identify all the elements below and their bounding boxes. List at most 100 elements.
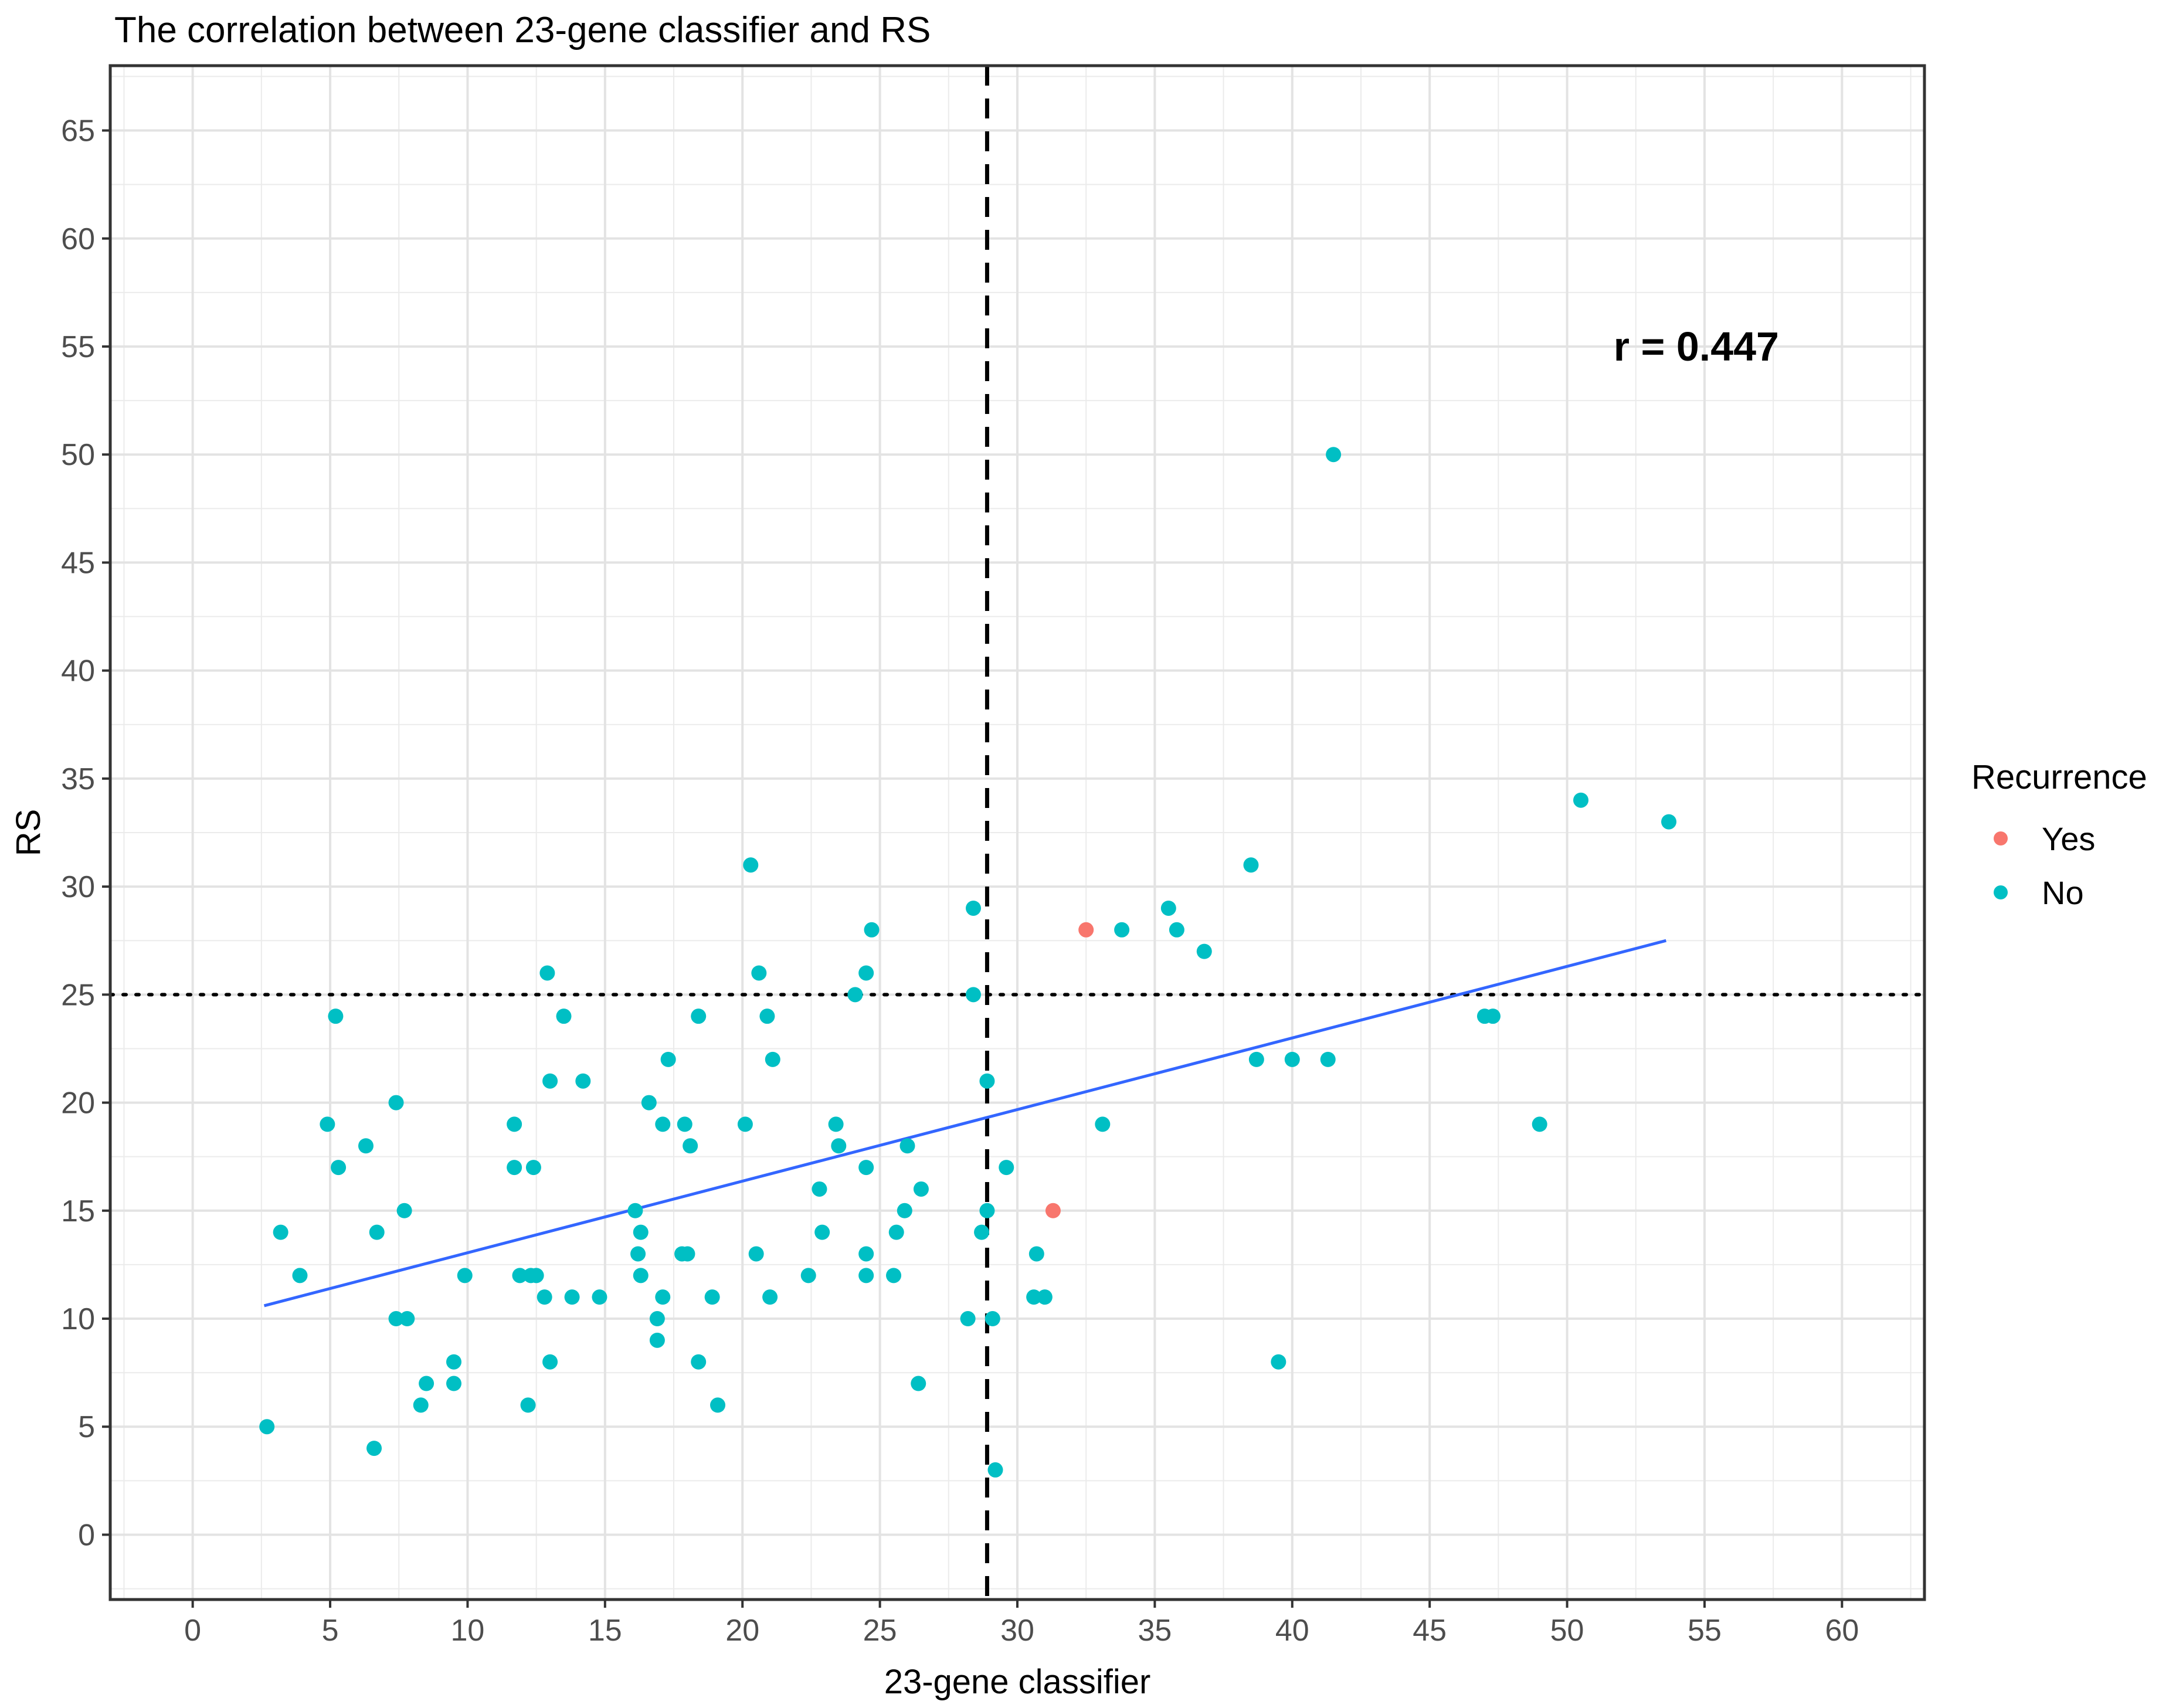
data-point-no bbox=[537, 1289, 552, 1305]
y-tick-label: 60 bbox=[61, 222, 95, 256]
data-point-no bbox=[737, 1116, 753, 1132]
data-point-yes bbox=[1045, 1203, 1061, 1218]
data-point-no bbox=[542, 1354, 558, 1370]
data-point-no bbox=[507, 1160, 522, 1176]
data-point-no bbox=[633, 1268, 649, 1283]
data-point-no bbox=[539, 965, 555, 981]
y-tick-label: 0 bbox=[78, 1518, 95, 1552]
data-point-no bbox=[1661, 814, 1677, 830]
data-point-no bbox=[1196, 943, 1212, 959]
data-point-no bbox=[864, 922, 880, 938]
data-point-no bbox=[1037, 1289, 1053, 1305]
data-point-no bbox=[897, 1203, 912, 1218]
y-tick-label: 65 bbox=[61, 114, 95, 148]
data-point-no bbox=[660, 1051, 676, 1067]
chart-title: The correlation between 23-gene classifi… bbox=[114, 10, 931, 50]
data-point-no bbox=[413, 1397, 429, 1413]
data-point-no bbox=[592, 1289, 607, 1305]
data-point-no bbox=[419, 1376, 434, 1391]
data-point-no bbox=[858, 1160, 874, 1176]
data-point-no bbox=[704, 1289, 720, 1305]
y-tick-label: 20 bbox=[61, 1086, 95, 1120]
x-tick-label: 40 bbox=[1275, 1614, 1309, 1648]
grid bbox=[110, 66, 1924, 1600]
y-axis-title: RS bbox=[9, 809, 47, 857]
data-point-no bbox=[965, 900, 981, 916]
data-point-no bbox=[1028, 1246, 1044, 1262]
data-point-no bbox=[899, 1138, 915, 1154]
data-point-no bbox=[641, 1095, 657, 1111]
data-point-no bbox=[1320, 1051, 1336, 1067]
data-point-no bbox=[649, 1332, 665, 1348]
data-point-no bbox=[812, 1181, 827, 1197]
data-point-no bbox=[564, 1289, 580, 1305]
data-point-no bbox=[1248, 1051, 1264, 1067]
data-point-no bbox=[369, 1224, 385, 1240]
data-point-no bbox=[446, 1376, 461, 1391]
fit-line-group bbox=[263, 939, 1666, 1308]
data-point-no bbox=[999, 1160, 1014, 1176]
data-point-no bbox=[743, 857, 759, 873]
x-tick-label: 45 bbox=[1413, 1614, 1447, 1648]
data-point-no bbox=[987, 1462, 1003, 1478]
tick-labels: 0 5 10 15 20 25 30 35 40 45 50 55 60 0 5 10 15 20 25 30 35 40… bbox=[61, 114, 1859, 1648]
data-point-no bbox=[520, 1397, 536, 1413]
data-point-no bbox=[691, 1354, 707, 1370]
y-tick-label: 10 bbox=[61, 1302, 95, 1336]
data-point-no bbox=[328, 1008, 344, 1024]
data-point-no bbox=[528, 1268, 544, 1283]
data-point-no bbox=[446, 1354, 461, 1370]
data-point-no bbox=[556, 1008, 572, 1024]
x-tick-label: 20 bbox=[725, 1614, 759, 1648]
data-point-no bbox=[655, 1116, 671, 1132]
data-point-no bbox=[858, 1246, 874, 1262]
data-point-no bbox=[1284, 1051, 1300, 1067]
data-point-no bbox=[1485, 1008, 1501, 1024]
data-point-no bbox=[512, 1268, 528, 1283]
data-point-no bbox=[886, 1268, 902, 1283]
y-tick-label: 5 bbox=[78, 1410, 95, 1444]
x-tick-label: 15 bbox=[588, 1614, 622, 1648]
data-point-no bbox=[507, 1116, 522, 1132]
data-point-no bbox=[911, 1376, 926, 1391]
data-point-no bbox=[888, 1224, 904, 1240]
data-point-no bbox=[858, 1268, 874, 1283]
data-point-no bbox=[655, 1289, 671, 1305]
data-point-no bbox=[630, 1246, 646, 1262]
data-point-no bbox=[765, 1051, 780, 1067]
x-tick-label: 60 bbox=[1825, 1614, 1859, 1648]
reference-lines bbox=[108, 66, 1926, 1600]
x-tick-label: 30 bbox=[1000, 1614, 1034, 1648]
data-point-no bbox=[858, 965, 874, 981]
data-point-no bbox=[388, 1311, 404, 1327]
data-point-no bbox=[979, 1073, 995, 1089]
data-point-no bbox=[680, 1246, 695, 1262]
data-point-no bbox=[691, 1008, 707, 1024]
data-point-no bbox=[828, 1116, 844, 1132]
data-point-no bbox=[388, 1095, 404, 1111]
x-tick-label: 35 bbox=[1138, 1614, 1172, 1648]
data-point-no bbox=[575, 1073, 591, 1089]
data-point-no bbox=[525, 1160, 541, 1176]
data-point-no bbox=[627, 1203, 643, 1218]
data-point-no bbox=[748, 1246, 764, 1262]
data-point-no bbox=[710, 1397, 726, 1413]
data-point-no bbox=[847, 987, 863, 1003]
data-point-no bbox=[974, 1224, 990, 1240]
y-tick-label: 35 bbox=[61, 762, 95, 796]
legend-key-yes bbox=[1994, 831, 2008, 845]
y-tick-label: 40 bbox=[61, 654, 95, 688]
data-point-no bbox=[1114, 922, 1130, 938]
data-point-no bbox=[366, 1441, 382, 1456]
data-point-no bbox=[683, 1138, 698, 1154]
regression-line bbox=[263, 939, 1666, 1308]
data-point-no bbox=[1095, 1116, 1111, 1132]
axis-ticks bbox=[102, 129, 1844, 1608]
data-point-no bbox=[759, 1008, 775, 1024]
data-point-no bbox=[800, 1268, 816, 1283]
data-point-yes bbox=[1078, 922, 1094, 938]
x-tick-label: 0 bbox=[184, 1614, 201, 1648]
data-point-no bbox=[831, 1138, 847, 1154]
